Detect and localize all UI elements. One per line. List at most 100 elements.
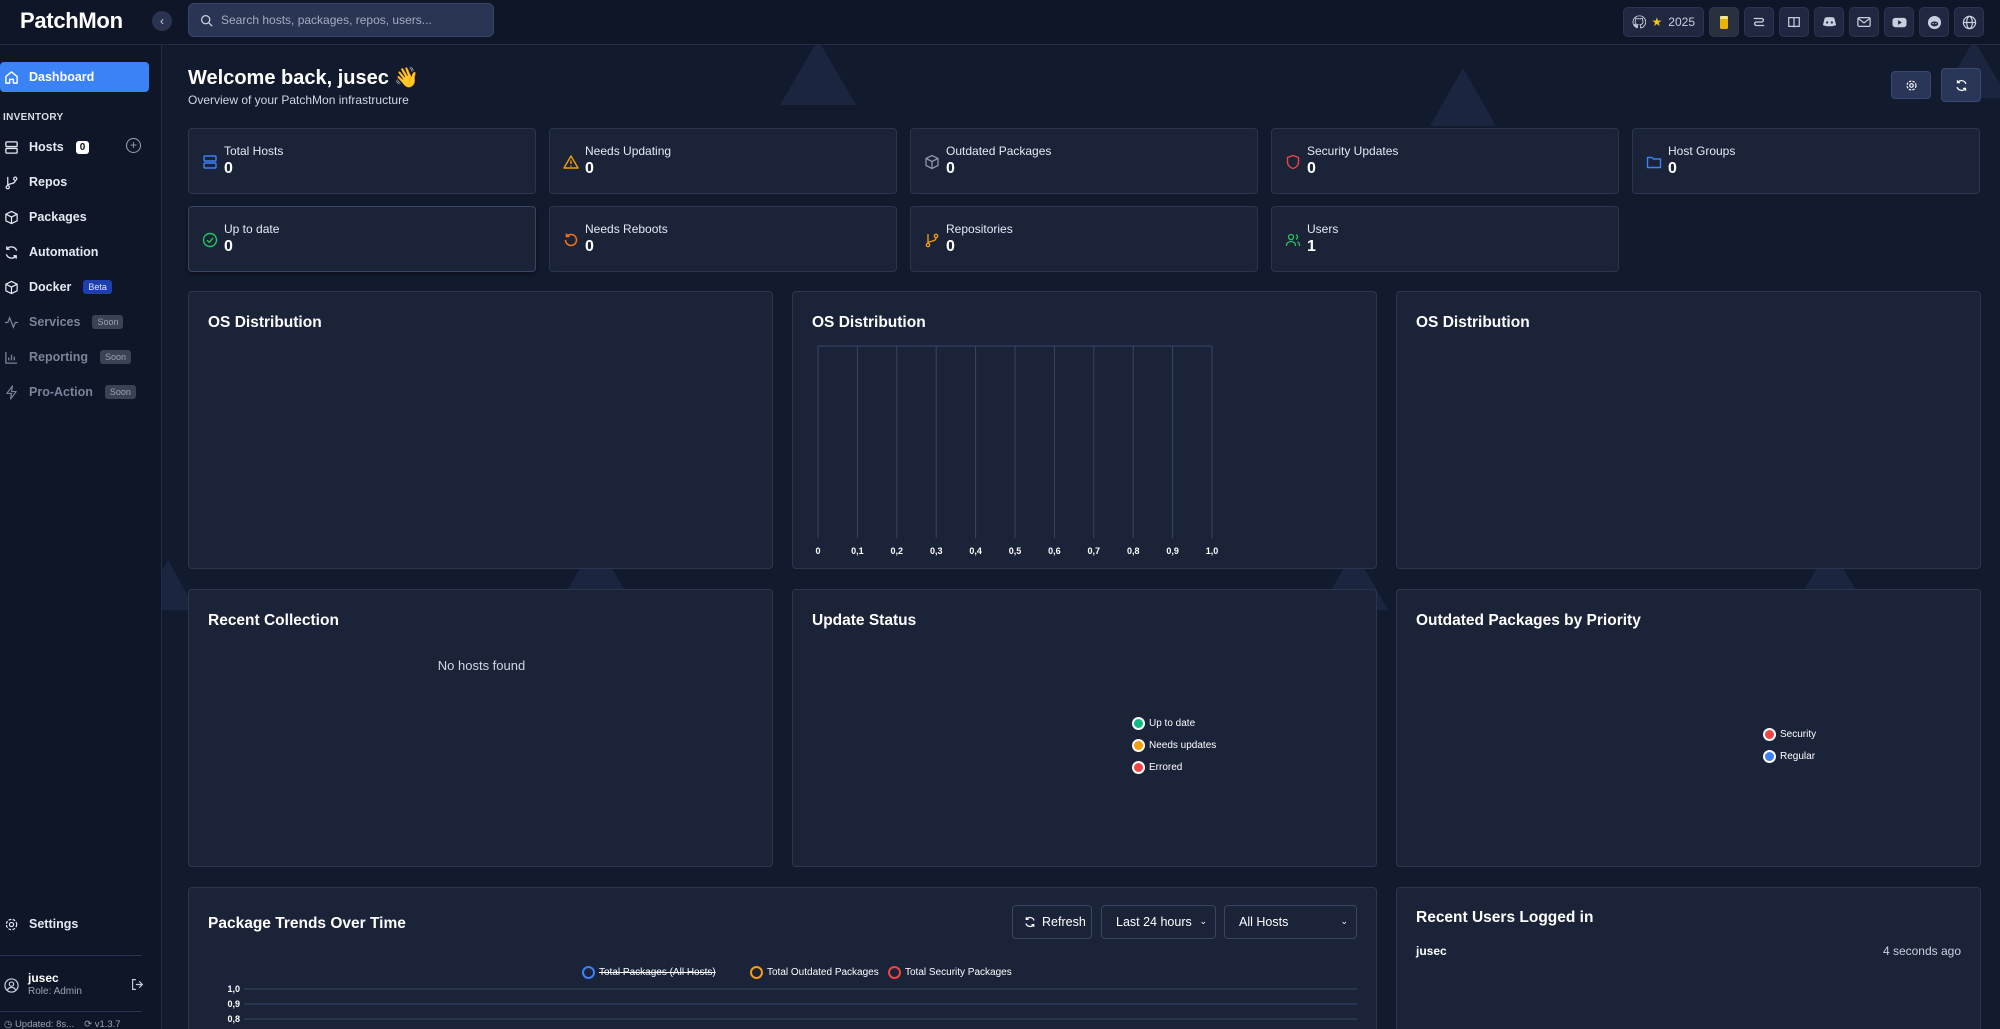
sidebar-item-automation[interactable]: Automation [0, 237, 149, 267]
gear-icon [5, 918, 18, 930]
github-stars-count: 2025 [1668, 15, 1695, 29]
sidebar-item-label: Automation [29, 245, 99, 259]
docker-icon [5, 280, 18, 294]
legend-security[interactable]: Security [1763, 728, 1816, 741]
legend-label: Up to date [1149, 718, 1196, 729]
stat-card-users[interactable]: Users 1 [1271, 206, 1619, 272]
legend-outdated-packages[interactable]: Total Outdated Packages [750, 966, 879, 979]
os-distribution-bar-panel: OS Distribution 0 0,1 0,2 0,3 0,4 0,5 0,6 0,7 0,… [792, 291, 1377, 569]
zap-icon [6, 384, 17, 400]
legend-swatch [1132, 761, 1145, 774]
top-icon-bar: ★ 2025 [1622, 7, 1984, 37]
sidebar-item-settings[interactable]: Settings [0, 909, 149, 939]
x-tick-label: 0,4 [969, 546, 982, 556]
roadmap-button[interactable] [1744, 7, 1774, 37]
x-tick-label: 0,9 [1166, 546, 1179, 556]
collapse-sidebar-button[interactable]: ‹ [152, 11, 172, 31]
sidebar-item-label: Packages [29, 210, 87, 224]
stat-value: 0 [585, 160, 594, 177]
legend-errored[interactable]: Errored [1132, 761, 1182, 774]
legend-swatch [888, 966, 901, 979]
stat-card-needs-updating[interactable]: Needs Updating 0 [549, 128, 897, 194]
gear-icon [1905, 79, 1917, 91]
legend-needs-updates[interactable]: Needs updates [1132, 739, 1216, 752]
time-range-select[interactable]: Last 24 hours ⌄ [1101, 905, 1216, 939]
legend-label: Regular [1780, 751, 1816, 762]
x-tick-label: 0,3 [930, 546, 943, 556]
beer-button[interactable] [1709, 7, 1739, 37]
legend-up-to-date[interactable]: Up to date [1132, 717, 1195, 730]
stat-card-total-hosts[interactable]: Total Hosts 0 [188, 128, 536, 194]
users-icon [1285, 233, 1301, 247]
add-host-button[interactable]: + [126, 138, 141, 153]
stat-label: Needs Updating [585, 144, 672, 158]
beer-icon [1720, 16, 1728, 29]
x-tick-label: 0,6 [1048, 546, 1061, 556]
os-distribution-panel: OS Distribution [1396, 291, 1981, 569]
trends-refresh-button[interactable]: Refresh [1012, 905, 1092, 939]
welcome-text: Welcome back, jusec [188, 67, 389, 89]
stat-value: 0 [1668, 160, 1677, 177]
page-title: Welcome back, jusec 👋 [188, 65, 419, 90]
legend-label: Total Packages (All Hosts) [599, 967, 716, 978]
recent-users-panel: Recent Users Logged in jusec 4 seconds a… [1396, 887, 1981, 1029]
legend-swatch [1132, 717, 1145, 730]
dashboard-settings-button[interactable] [1891, 71, 1931, 99]
host-filter-select[interactable]: All Hosts ⌄ [1224, 905, 1357, 939]
panel-title: OS Distribution [208, 314, 322, 331]
server-icon [203, 155, 217, 169]
search-input[interactable] [221, 4, 481, 36]
legend-regular[interactable]: Regular [1763, 750, 1815, 763]
globe-icon [1962, 15, 1976, 29]
logout-icon[interactable] [131, 978, 144, 991]
sidebar-item-dashboard[interactable]: Dashboard [0, 62, 149, 92]
stat-card-outdated-packages[interactable]: Outdated Packages 0 [910, 128, 1258, 194]
sidebar-item-hosts[interactable]: Hosts 0 [0, 132, 149, 162]
server-icon [5, 140, 18, 154]
stat-card-up-to-date[interactable]: Up to date 0 [188, 206, 536, 272]
legend-swatch [1132, 739, 1145, 752]
docs-button[interactable] [1779, 7, 1809, 37]
star-icon: ★ [1651, 15, 1663, 29]
docs-icon [1788, 17, 1800, 28]
discord-button[interactable] [1814, 7, 1844, 37]
sidebar-section-inventory: INVENTORY [3, 112, 64, 123]
refresh-dashboard-button[interactable] [1941, 68, 1981, 102]
stat-value: 0 [224, 238, 233, 255]
youtube-button[interactable] [1884, 7, 1914, 37]
stat-card-repositories[interactable]: Repositories 0 [910, 206, 1258, 272]
sidebar-item-reporting: Reporting Soon [0, 342, 149, 372]
discord-icon [1822, 17, 1836, 27]
mail-button[interactable] [1849, 7, 1879, 37]
search-icon [200, 14, 213, 27]
x-tick-label: 0,1 [851, 546, 864, 556]
wave-emoji: 👋 [394, 67, 420, 89]
refresh-label: Refresh [1042, 915, 1086, 929]
panel-title: Outdated Packages by Priority [1416, 612, 1641, 629]
reddit-button[interactable] [1919, 7, 1949, 37]
sidebar-item-label: Docker [29, 280, 72, 294]
legend-total-packages[interactable]: Total Packages (All Hosts) [582, 966, 716, 979]
stat-card-host-groups[interactable]: Host Groups 0 [1632, 128, 1980, 194]
sidebar-item-label: Dashboard [29, 70, 95, 84]
stat-card-needs-reboots[interactable]: Needs Reboots 0 [549, 206, 897, 272]
website-button[interactable] [1954, 7, 1984, 37]
stat-value: 0 [224, 160, 233, 177]
app-logo[interactable]: PatchMon [20, 8, 123, 33]
global-search[interactable] [188, 3, 494, 37]
sidebar-item-repos[interactable]: Repos [0, 167, 149, 197]
update-status-panel: Update Status Up to date Needs updates E… [792, 589, 1377, 867]
github-stars-button[interactable]: ★ 2025 [1622, 7, 1704, 37]
y-tick-label: 0,8 [227, 1014, 240, 1024]
legend-swatch [750, 966, 763, 979]
legend-label: Total Security Packages [905, 967, 1012, 978]
page-subtitle: Overview of your PatchMon infrastructure [188, 93, 409, 107]
github-icon [1632, 15, 1646, 29]
refresh-icon [1025, 916, 1035, 928]
reboot-icon [564, 233, 578, 247]
stat-card-security-updates[interactable]: Security Updates 0 [1271, 128, 1619, 194]
sidebar-item-docker[interactable]: Docker Beta [0, 272, 149, 302]
sidebar-item-packages[interactable]: Packages [0, 202, 149, 232]
mail-icon [1857, 17, 1871, 27]
legend-security-packages[interactable]: Total Security Packages [888, 966, 1012, 979]
